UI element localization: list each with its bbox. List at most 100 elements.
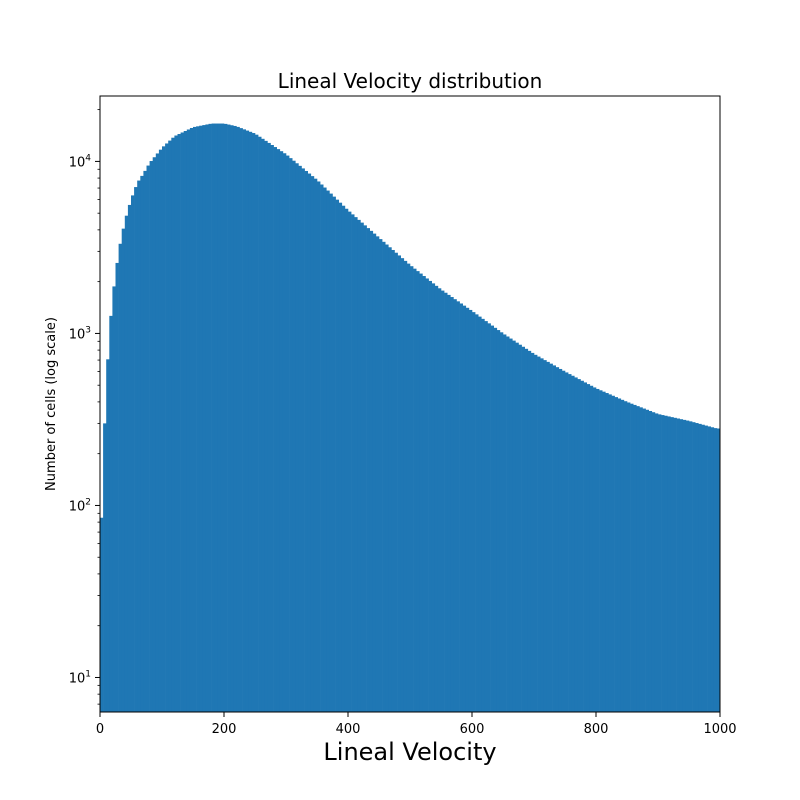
histogram-bar xyxy=(354,217,358,712)
histogram-bar xyxy=(127,204,132,712)
histogram-bar xyxy=(385,244,389,713)
histogram-bar xyxy=(155,153,160,712)
x-axis-ticks: 0 200 400 600 800 1000 xyxy=(96,712,737,737)
histogram-bar xyxy=(233,125,237,712)
histogram-bar xyxy=(704,425,708,712)
histogram-bar xyxy=(450,297,454,712)
histogram-bar xyxy=(623,401,628,712)
histogram-bar xyxy=(143,170,147,712)
x-tick-label: 1000 xyxy=(703,722,736,737)
y-tick-label: 103 xyxy=(69,325,91,342)
histogram-bar xyxy=(103,423,107,712)
histogram-bar xyxy=(403,260,408,712)
histogram-bar xyxy=(165,143,169,713)
histogram-bar xyxy=(382,241,386,712)
histogram-bar xyxy=(661,415,665,712)
histogram-bar xyxy=(379,239,383,712)
histogram-bar xyxy=(701,424,705,712)
histogram-bar xyxy=(713,428,718,712)
histogram-bar xyxy=(437,288,442,712)
histogram-bar xyxy=(664,415,668,712)
histogram-bar xyxy=(118,243,122,712)
histogram-bar xyxy=(236,126,240,712)
histogram-bar xyxy=(100,517,104,712)
y-tick-label: 101 xyxy=(69,669,91,686)
histogram-bar xyxy=(189,127,194,713)
y-tick-label: 104 xyxy=(69,153,92,170)
histogram-bar xyxy=(651,412,656,712)
histogram-bar xyxy=(307,173,312,713)
histogram-bar xyxy=(112,286,116,712)
histogram-bar xyxy=(472,312,476,712)
histogram-bar xyxy=(639,407,643,712)
histogram-bar xyxy=(267,142,271,712)
histogram-bar xyxy=(658,414,662,712)
histogram-bar xyxy=(589,385,594,712)
histogram-bar xyxy=(537,356,541,712)
histogram-bar xyxy=(645,409,649,712)
histogram-bar xyxy=(413,268,417,712)
histogram-bar xyxy=(366,228,370,712)
histogram-bar xyxy=(177,134,181,712)
histogram-bar xyxy=(273,147,277,712)
histogram-bar xyxy=(481,318,485,712)
histogram-bar xyxy=(344,208,349,712)
histogram-bar xyxy=(251,133,256,712)
histogram-bar xyxy=(388,247,392,712)
histogram-bar xyxy=(456,301,460,712)
histogram-bar xyxy=(419,273,423,712)
histogram-bar xyxy=(546,361,550,712)
histogram-bar xyxy=(527,350,532,712)
x-tick-label: 400 xyxy=(336,722,361,737)
x-tick-label: 0 xyxy=(96,722,104,737)
histogram-bar xyxy=(214,123,219,713)
histogram-bar xyxy=(205,124,209,712)
histogram-bar xyxy=(301,168,305,712)
histogram-bar xyxy=(394,252,398,712)
histogram-bar xyxy=(375,236,380,713)
histogram-bar xyxy=(673,417,677,712)
histogram-bar xyxy=(654,413,659,712)
y-tick-label: 102 xyxy=(69,497,91,514)
histogram-bar xyxy=(425,278,429,712)
histogram-bar xyxy=(620,399,625,712)
histogram-bar xyxy=(171,137,175,712)
histogram-bar xyxy=(363,225,367,712)
histogram-bars xyxy=(100,123,721,713)
histogram-bar xyxy=(441,290,445,712)
histogram-bar xyxy=(592,387,597,712)
histogram-bar xyxy=(608,394,612,712)
histogram-bar xyxy=(670,417,674,712)
histogram-bar xyxy=(168,140,172,713)
histogram-bar xyxy=(596,388,600,712)
histogram-bar xyxy=(335,199,339,712)
histogram-bar xyxy=(289,158,293,712)
histogram-bar xyxy=(549,363,553,712)
histogram-bar xyxy=(245,130,250,712)
histogram-bar xyxy=(695,423,699,712)
histogram-bar xyxy=(162,146,166,713)
histogram-bar xyxy=(630,403,634,712)
histogram-bar xyxy=(227,124,231,712)
histogram-bar xyxy=(487,323,491,712)
x-axis-label: Lineal Velocity xyxy=(323,738,496,766)
histogram-bar xyxy=(248,131,253,712)
chart-title: Lineal Velocity distribution xyxy=(278,69,543,93)
histogram-bar xyxy=(391,249,395,713)
histogram-bar xyxy=(478,316,482,712)
histogram-bar xyxy=(633,404,637,712)
histogram-bar xyxy=(196,126,200,712)
histogram-bar xyxy=(515,342,519,712)
histogram-bar xyxy=(239,128,243,712)
histogram-bar xyxy=(599,390,603,712)
histogram-bar xyxy=(320,184,324,712)
histogram-bar xyxy=(186,129,191,713)
histogram-bar xyxy=(298,165,302,713)
histogram-bar xyxy=(208,123,212,713)
histogram-bar xyxy=(555,367,560,712)
histogram-bar xyxy=(326,190,330,712)
histogram-bar xyxy=(465,307,470,712)
histogram-bar xyxy=(397,255,401,712)
histogram-bar xyxy=(682,419,687,712)
